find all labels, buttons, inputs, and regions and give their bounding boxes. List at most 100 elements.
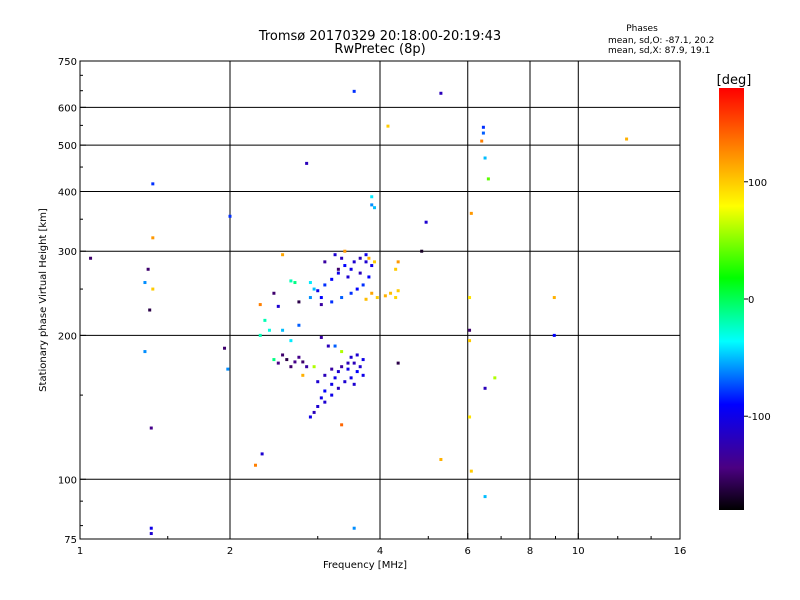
data-point (352, 526, 356, 530)
data-point (552, 296, 556, 300)
data-point (373, 206, 377, 210)
data-point (319, 335, 323, 339)
data-point (312, 287, 316, 291)
data-point (552, 333, 556, 337)
data-point (151, 287, 155, 291)
x-tick-label: 8 (527, 546, 533, 557)
data-point (346, 361, 350, 365)
data-point (312, 410, 316, 414)
data-point (330, 300, 334, 304)
colorbar-tick-label: -100 (748, 412, 771, 423)
data-point (143, 350, 147, 354)
y-tick-label: 600 (58, 103, 77, 114)
data-point (305, 161, 309, 165)
data-point (352, 89, 356, 93)
data-point (316, 404, 320, 408)
data-point (468, 339, 472, 343)
data-point (367, 275, 371, 279)
data-point (326, 344, 330, 348)
data-point (333, 344, 337, 348)
y-axis-label: Stationary phase Virtual Height [km] (38, 208, 49, 392)
data-point (319, 296, 323, 300)
data-point (293, 360, 297, 364)
data-point (358, 365, 362, 369)
data-points (89, 89, 629, 536)
data-point (340, 365, 344, 369)
data-point (323, 400, 327, 404)
data-point (343, 264, 347, 268)
data-point (349, 291, 353, 295)
data-point (281, 253, 285, 257)
data-point (481, 125, 485, 129)
x-tick-label: 16 (674, 546, 687, 557)
chart-title: Tromsø 20170329 20:18:00-20:19:43 (258, 29, 501, 44)
data-point (364, 260, 368, 264)
y-tick-label: 300 (58, 247, 77, 258)
data-point (281, 353, 285, 357)
data-point (301, 373, 305, 377)
x-axis-label: Frequency [MHz] (323, 560, 407, 571)
data-point (439, 91, 443, 95)
data-point (308, 281, 312, 285)
data-point (346, 367, 350, 371)
data-point (420, 249, 424, 253)
data-point (323, 260, 327, 264)
data-point (352, 382, 356, 386)
x-tick-label: 1 (77, 546, 83, 557)
x-tick-labels: 1 2 4 6 8 10 16 (77, 533, 687, 557)
stats-line-o: mean, sd,O: -87.1, 20.2 (608, 36, 714, 46)
data-point (349, 355, 353, 359)
data-point (469, 211, 473, 215)
data-point (319, 303, 323, 307)
data-point (343, 249, 347, 253)
data-point (394, 296, 398, 300)
data-point (263, 318, 267, 322)
data-point (330, 277, 334, 281)
data-point (486, 177, 490, 181)
data-point (346, 275, 350, 279)
data-point (349, 267, 353, 271)
data-point (228, 214, 232, 218)
data-point (308, 415, 312, 419)
colorbar (719, 88, 744, 510)
data-point (355, 287, 359, 291)
data-point (396, 260, 400, 264)
data-point (483, 156, 487, 160)
data-point (340, 256, 344, 260)
data-point (149, 532, 153, 536)
data-point (330, 382, 334, 386)
data-point (481, 131, 485, 135)
data-point (383, 294, 387, 298)
data-point (336, 386, 340, 390)
data-point (343, 380, 347, 384)
x-tick-label: 4 (377, 546, 383, 557)
data-point (352, 361, 356, 365)
data-point (267, 328, 271, 332)
data-point (146, 267, 150, 271)
y-tick-label: 400 (58, 187, 77, 198)
data-point (323, 389, 327, 393)
data-point (370, 291, 374, 295)
data-point (260, 452, 264, 456)
data-point (253, 463, 257, 467)
data-point (223, 346, 227, 350)
data-point (149, 526, 153, 530)
data-point (305, 365, 309, 369)
y-tick-labels: 75 100 200 300 400 500 600 750 (58, 57, 86, 546)
data-point (272, 358, 276, 362)
data-point (469, 469, 473, 473)
data-point (396, 289, 400, 293)
x-tick-label: 10 (572, 546, 585, 557)
data-point (336, 267, 340, 271)
data-point (276, 361, 280, 365)
data-point (468, 296, 472, 300)
data-point (258, 333, 262, 337)
data-point (333, 376, 337, 380)
data-point (293, 281, 297, 285)
x-tick-label: 6 (465, 546, 471, 557)
data-point (361, 373, 365, 377)
data-point (149, 426, 153, 430)
data-point (330, 393, 334, 397)
data-point (258, 303, 262, 307)
